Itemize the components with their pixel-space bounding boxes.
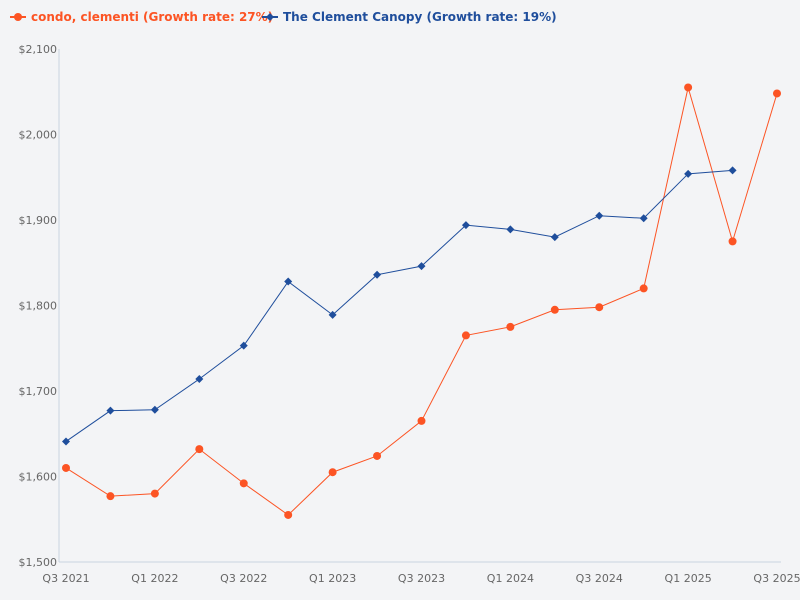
- y-tick-label: $1,900: [19, 214, 58, 227]
- legend-label: The Clement Canopy (Growth rate: 19%): [283, 10, 557, 24]
- plot-area: [62, 83, 781, 519]
- x-tick-label: Q3 2024: [576, 572, 623, 585]
- y-tick-label: $1,700: [19, 385, 58, 398]
- y-tick-label: $2,100: [19, 43, 58, 56]
- legend-circle-icon: [14, 13, 22, 21]
- data-point: [373, 451, 382, 460]
- data-point: [62, 437, 70, 446]
- x-tick-label: Q1 2025: [665, 572, 712, 585]
- legend-label: condo, clementi (Growth rate: 27%): [31, 10, 273, 24]
- data-point: [595, 303, 604, 312]
- legend-item-1: The Clement Canopy (Growth rate: 19%): [262, 10, 557, 24]
- data-point: [639, 284, 648, 293]
- data-point: [150, 489, 159, 498]
- data-point: [461, 331, 470, 340]
- data-point: [684, 169, 693, 178]
- data-point: [373, 270, 382, 279]
- data-point: [461, 221, 470, 230]
- data-point: [150, 405, 159, 414]
- x-tick-label: Q1 2024: [487, 572, 534, 585]
- data-point: [639, 214, 648, 223]
- data-point: [239, 479, 248, 488]
- data-point: [284, 277, 293, 286]
- data-point: [328, 310, 337, 319]
- data-point: [550, 233, 559, 242]
- legend-diamond-icon: [266, 13, 274, 21]
- y-tick-label: $1,800: [19, 300, 58, 313]
- data-point: [684, 83, 693, 92]
- data-point: [195, 445, 204, 454]
- x-tick-label: Q3 2025: [753, 572, 800, 585]
- data-point: [595, 211, 604, 220]
- legend: condo, clementi (Growth rate: 27%) The Cl…: [10, 10, 557, 24]
- data-point: [106, 406, 115, 415]
- data-point: [62, 463, 70, 472]
- data-point: [506, 322, 515, 331]
- data-point: [773, 89, 781, 98]
- data-point: [328, 468, 337, 477]
- x-tick-label: Q3 2022: [220, 572, 267, 585]
- x-tick-label: Q3 2021: [42, 572, 89, 585]
- y-tick-label: $1,500: [19, 556, 58, 569]
- series-line: [65, 87, 778, 516]
- x-tick-label: Q1 2022: [131, 572, 178, 585]
- legend-item-0: condo, clementi (Growth rate: 27%): [10, 10, 273, 24]
- series-1: [62, 166, 737, 446]
- series-line: [65, 169, 733, 442]
- axes: $1,500 $1,600 $1,700 $1,800 $1,900 $2,000 $2,1…: [19, 43, 800, 585]
- data-point: [550, 305, 559, 314]
- y-tick-label: $1,600: [19, 471, 58, 484]
- data-point: [106, 492, 115, 501]
- data-point: [417, 416, 426, 425]
- data-point: [195, 375, 204, 384]
- data-point: [728, 166, 737, 175]
- y-tick-label: $2,000: [19, 129, 58, 142]
- data-point: [284, 510, 293, 519]
- data-point: [728, 237, 737, 246]
- x-tick-label: Q1 2023: [309, 572, 356, 585]
- data-point: [506, 225, 515, 234]
- series-0: [62, 83, 781, 519]
- data-point: [239, 341, 248, 350]
- x-tick-label: Q3 2023: [398, 572, 445, 585]
- data-point: [417, 262, 426, 271]
